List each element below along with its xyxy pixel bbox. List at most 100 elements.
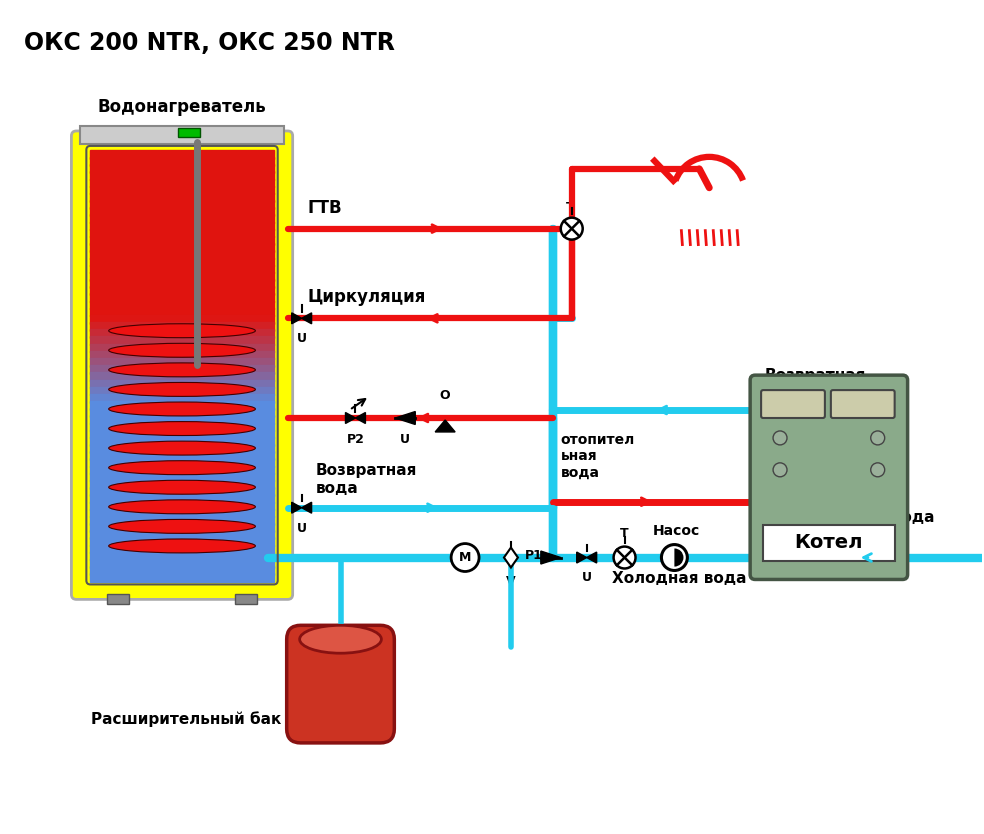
Bar	[91, 408, 274, 417]
Bar	[91, 473, 274, 481]
Bar	[91, 172, 274, 180]
Polygon shape	[541, 551, 561, 564]
Bar	[91, 465, 274, 475]
Text: T: T	[620, 526, 629, 540]
Ellipse shape	[108, 344, 256, 357]
Bar	[178, 128, 200, 137]
Text: Возвратная
вода: Возвратная вода	[316, 464, 417, 495]
Text: Котел: Котел	[795, 533, 863, 552]
Polygon shape	[396, 411, 415, 425]
Bar	[91, 487, 274, 496]
Ellipse shape	[108, 441, 256, 455]
Text: V: V	[506, 575, 516, 589]
FancyBboxPatch shape	[72, 131, 292, 600]
Polygon shape	[302, 313, 312, 324]
Bar	[91, 279, 274, 288]
Circle shape	[561, 218, 583, 239]
Bar	[91, 451, 274, 460]
Bar	[91, 423, 274, 431]
Bar	[91, 258, 274, 266]
Bar	[91, 415, 274, 424]
Bar	[91, 573, 274, 582]
Bar	[91, 236, 274, 244]
Bar	[91, 193, 274, 202]
Bar	[91, 501, 274, 510]
Bar	[91, 445, 274, 453]
Bar	[235, 595, 257, 605]
Circle shape	[451, 544, 479, 571]
Ellipse shape	[108, 421, 256, 435]
Polygon shape	[291, 313, 302, 324]
Bar	[91, 459, 274, 467]
Bar	[91, 394, 274, 403]
FancyBboxPatch shape	[750, 375, 907, 580]
Bar	[91, 322, 274, 331]
Text: T: T	[566, 201, 574, 214]
Text: отопител
ьная
вода: отопител ьная вода	[561, 433, 635, 480]
Text: Насос: Насос	[652, 524, 700, 538]
Ellipse shape	[108, 480, 256, 495]
Text: P2: P2	[346, 433, 364, 446]
Bar	[91, 365, 274, 374]
Text: U: U	[582, 571, 591, 585]
Polygon shape	[302, 502, 312, 513]
Bar	[91, 495, 274, 503]
Text: Расширительный бак: Расширительный бак	[92, 711, 281, 727]
Bar	[91, 222, 274, 230]
Text: U: U	[296, 332, 307, 345]
Text: Возвратная
вода: Возвратная вода	[766, 368, 867, 400]
Circle shape	[871, 431, 885, 445]
Bar	[91, 229, 274, 238]
Bar	[91, 294, 274, 302]
Bar	[91, 516, 274, 525]
Polygon shape	[577, 552, 586, 563]
Bar	[91, 300, 274, 309]
Circle shape	[773, 431, 787, 445]
Text: отопительная вода: отопительная вода	[766, 510, 935, 525]
Text: U: U	[400, 433, 410, 446]
Bar	[91, 336, 274, 345]
Bar	[91, 344, 274, 352]
FancyBboxPatch shape	[286, 626, 395, 743]
Ellipse shape	[108, 500, 256, 514]
Polygon shape	[355, 413, 365, 424]
Bar	[91, 286, 274, 295]
Bar	[91, 523, 274, 532]
Bar	[91, 509, 274, 517]
Bar	[91, 530, 274, 539]
Ellipse shape	[108, 324, 256, 338]
Bar	[91, 272, 274, 280]
Bar	[91, 178, 274, 188]
Polygon shape	[435, 420, 456, 432]
Text: U: U	[296, 521, 307, 535]
Bar	[91, 379, 274, 388]
Bar	[91, 351, 274, 359]
Text: Водонагреватель: Водонагреватель	[97, 98, 267, 116]
Bar	[91, 208, 274, 216]
Bar	[91, 244, 274, 252]
Text: ОКС 200 NTR, ОКС 250 NTR: ОКС 200 NTR, ОКС 250 NTR	[24, 31, 395, 55]
Bar	[107, 595, 129, 605]
Bar	[91, 250, 274, 259]
Bar	[91, 552, 274, 560]
Bar	[91, 430, 274, 439]
Ellipse shape	[108, 363, 256, 377]
Bar	[91, 480, 274, 489]
Polygon shape	[586, 552, 596, 563]
Bar	[81, 126, 283, 144]
Ellipse shape	[108, 383, 256, 396]
Polygon shape	[291, 502, 302, 513]
Ellipse shape	[108, 402, 256, 416]
Bar	[91, 372, 274, 381]
Ellipse shape	[108, 520, 256, 534]
Bar	[91, 401, 274, 409]
Circle shape	[773, 463, 787, 477]
Bar	[91, 264, 274, 274]
Ellipse shape	[108, 539, 256, 553]
Text: Холодная вода: Холодная вода	[612, 571, 747, 586]
Bar	[91, 437, 274, 445]
Bar	[91, 200, 274, 208]
Ellipse shape	[108, 460, 256, 475]
Bar	[91, 559, 274, 568]
Circle shape	[871, 463, 885, 477]
